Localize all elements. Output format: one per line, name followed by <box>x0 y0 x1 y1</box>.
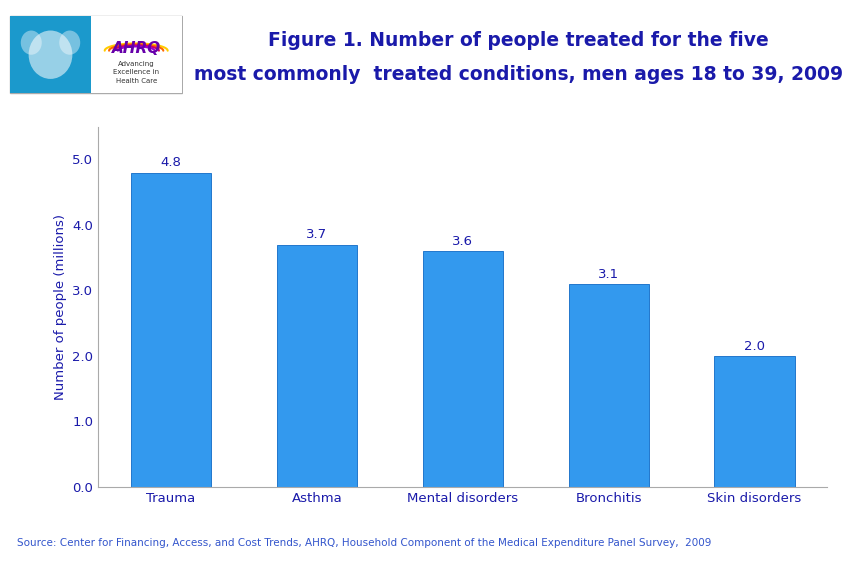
Text: 3.7: 3.7 <box>306 228 327 241</box>
Ellipse shape <box>29 31 72 79</box>
Bar <box>90 16 181 93</box>
Bar <box>422 251 503 487</box>
Text: Advancing: Advancing <box>118 62 154 67</box>
FancyBboxPatch shape <box>15 22 85 87</box>
Text: AHRQ: AHRQ <box>112 41 161 56</box>
Text: 3.1: 3.1 <box>597 267 619 281</box>
Ellipse shape <box>59 31 80 55</box>
Text: 4.8: 4.8 <box>160 156 181 169</box>
Bar <box>130 173 211 487</box>
Text: 2.0: 2.0 <box>743 339 764 353</box>
Ellipse shape <box>20 31 42 55</box>
Text: most commonly  treated conditions, men ages 18 to 39, 2009: most commonly treated conditions, men ag… <box>193 66 842 84</box>
Bar <box>567 284 648 487</box>
Y-axis label: Number of people (millions): Number of people (millions) <box>54 214 66 400</box>
Text: Health Care: Health Care <box>115 78 157 84</box>
Bar <box>10 16 90 93</box>
Text: Source: Center for Financing, Access, and Cost Trends, AHRQ, Household Component: Source: Center for Financing, Access, an… <box>17 538 711 548</box>
Bar <box>276 245 357 487</box>
Bar <box>713 356 794 487</box>
Text: Excellence in: Excellence in <box>113 70 159 75</box>
Text: 3.6: 3.6 <box>452 235 473 248</box>
Text: Figure 1. Number of people treated for the five: Figure 1. Number of people treated for t… <box>268 31 768 50</box>
